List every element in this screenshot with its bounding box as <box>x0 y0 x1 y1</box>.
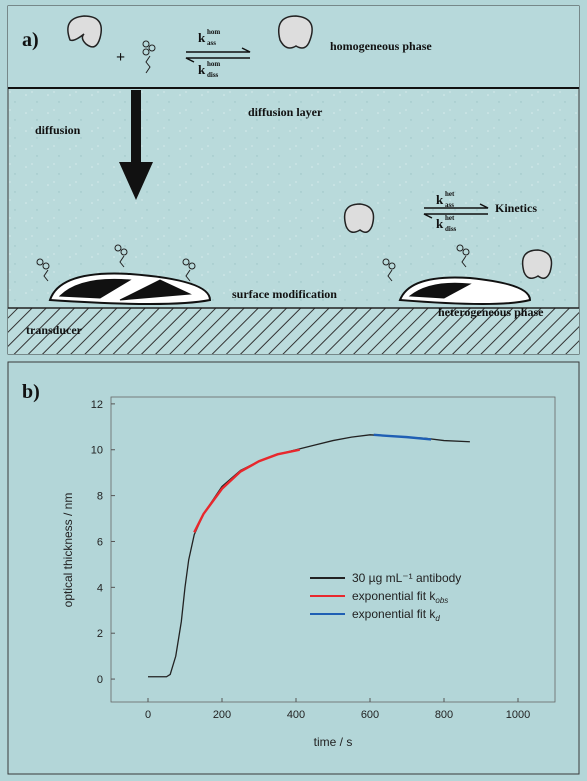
y-tick-label: 12 <box>91 399 103 411</box>
diffusion: diffusion <box>35 123 81 137</box>
legend-subscript: obs <box>435 596 448 605</box>
forward-arrow <box>424 203 489 209</box>
plot-frame <box>110 396 556 703</box>
legend-name: exponential fit k <box>352 589 436 603</box>
y-tick-label: 2 <box>97 628 103 640</box>
k-symbol: k <box>198 62 206 77</box>
k-sub: diss <box>445 225 457 233</box>
surface-molecule <box>48 272 532 305</box>
antibody-icon <box>67 15 102 48</box>
diffusion-arrow <box>119 90 153 200</box>
y-tick-label: 6 <box>97 536 103 548</box>
plus-sign: + <box>116 49 125 66</box>
k-symbol: k <box>198 30 206 45</box>
legend-name: exponential fit k <box>352 607 436 621</box>
panel-b-frame <box>7 361 580 775</box>
transducer-layer <box>8 308 579 354</box>
k-sup: het <box>445 214 455 222</box>
x-tick-label: 600 <box>361 709 379 721</box>
complex-icon <box>278 15 313 49</box>
bound-antibody <box>521 249 553 279</box>
legend-subscript: d <box>435 614 440 623</box>
y-axis-label: optical thickness / nm <box>61 493 75 608</box>
k-symbol: k <box>436 192 444 207</box>
k-sub: ass <box>207 39 216 47</box>
data-line <box>373 433 432 441</box>
surface-modification: surface modification <box>232 287 337 301</box>
backward-arrow <box>423 213 488 219</box>
k-sup: hom <box>207 28 220 36</box>
x-tick-label: 200 <box>213 709 231 721</box>
data-line <box>193 448 300 533</box>
x-axis-label: time / s <box>314 735 353 749</box>
y-tick-label: 4 <box>97 582 103 594</box>
heterogeneous-phase: heterogeneous phase <box>438 305 544 319</box>
x-tick-label: 1000 <box>506 709 530 721</box>
surface-antigens <box>36 244 470 282</box>
backward-arrow <box>185 57 250 63</box>
y-tick-label: 0 <box>97 674 103 686</box>
legend-entry: 30 µg mL⁻¹ antibody <box>352 571 461 585</box>
legend-entry: exponential fit kd <box>352 607 440 623</box>
antigen-icon <box>142 40 156 74</box>
panel-label: b) <box>22 381 40 403</box>
transducer: transducer <box>26 323 83 337</box>
x-tick-label: 0 <box>145 709 151 721</box>
k-sup: het <box>445 190 455 198</box>
homogeneous-phase: homogeneous phase <box>330 39 432 53</box>
k-symbol: k <box>436 216 444 231</box>
y-tick-label: 10 <box>91 445 103 457</box>
k-sup: hom <box>207 60 220 68</box>
kinetics: Kinetics <box>495 201 537 215</box>
forward-arrow <box>186 47 251 53</box>
k-sub: diss <box>207 71 219 79</box>
legend-name: 30 µg mL⁻¹ antibody <box>352 571 461 585</box>
panel-label: a) <box>22 29 39 51</box>
k-sub: ass <box>445 201 454 209</box>
y-tick-label: 8 <box>97 491 103 503</box>
x-tick-label: 400 <box>287 709 305 721</box>
x-tick-label: 800 <box>435 709 453 721</box>
antibody-icon <box>343 203 375 233</box>
diffusion-layer: diffusion layer <box>248 105 323 119</box>
legend-entry: exponential fit kobs <box>352 589 448 605</box>
